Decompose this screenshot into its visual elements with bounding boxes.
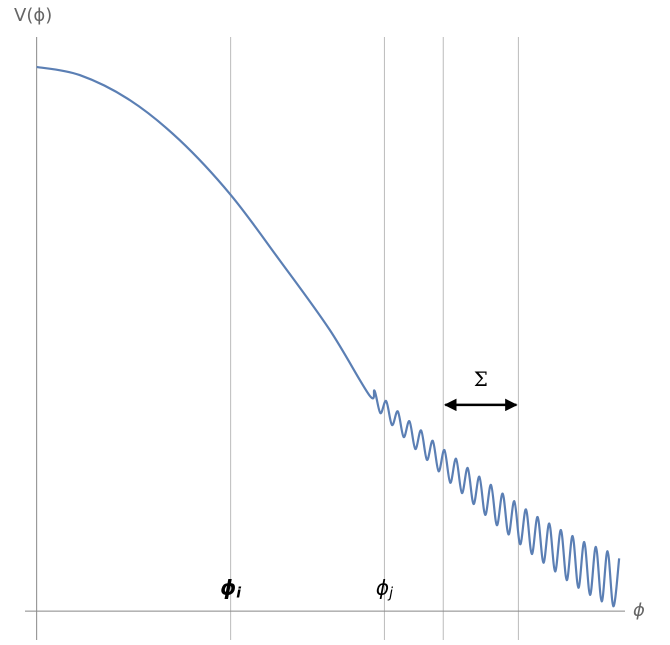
curve [36, 65, 621, 608]
annotation-text: ϕ [376, 575, 389, 599]
annotation-text: ϕ [220, 575, 236, 599]
annotation: ϕi [220, 575, 241, 602]
y-axis-label: V(ϕ) [14, 5, 52, 26]
annotation-subscript: j [387, 585, 393, 601]
annotation-subscript: i [236, 585, 241, 601]
x-axis-label: ϕ [633, 600, 645, 621]
annotation-text: Σ [474, 366, 488, 390]
annotation: Σ [474, 366, 488, 390]
annotation: ϕj [376, 575, 393, 602]
